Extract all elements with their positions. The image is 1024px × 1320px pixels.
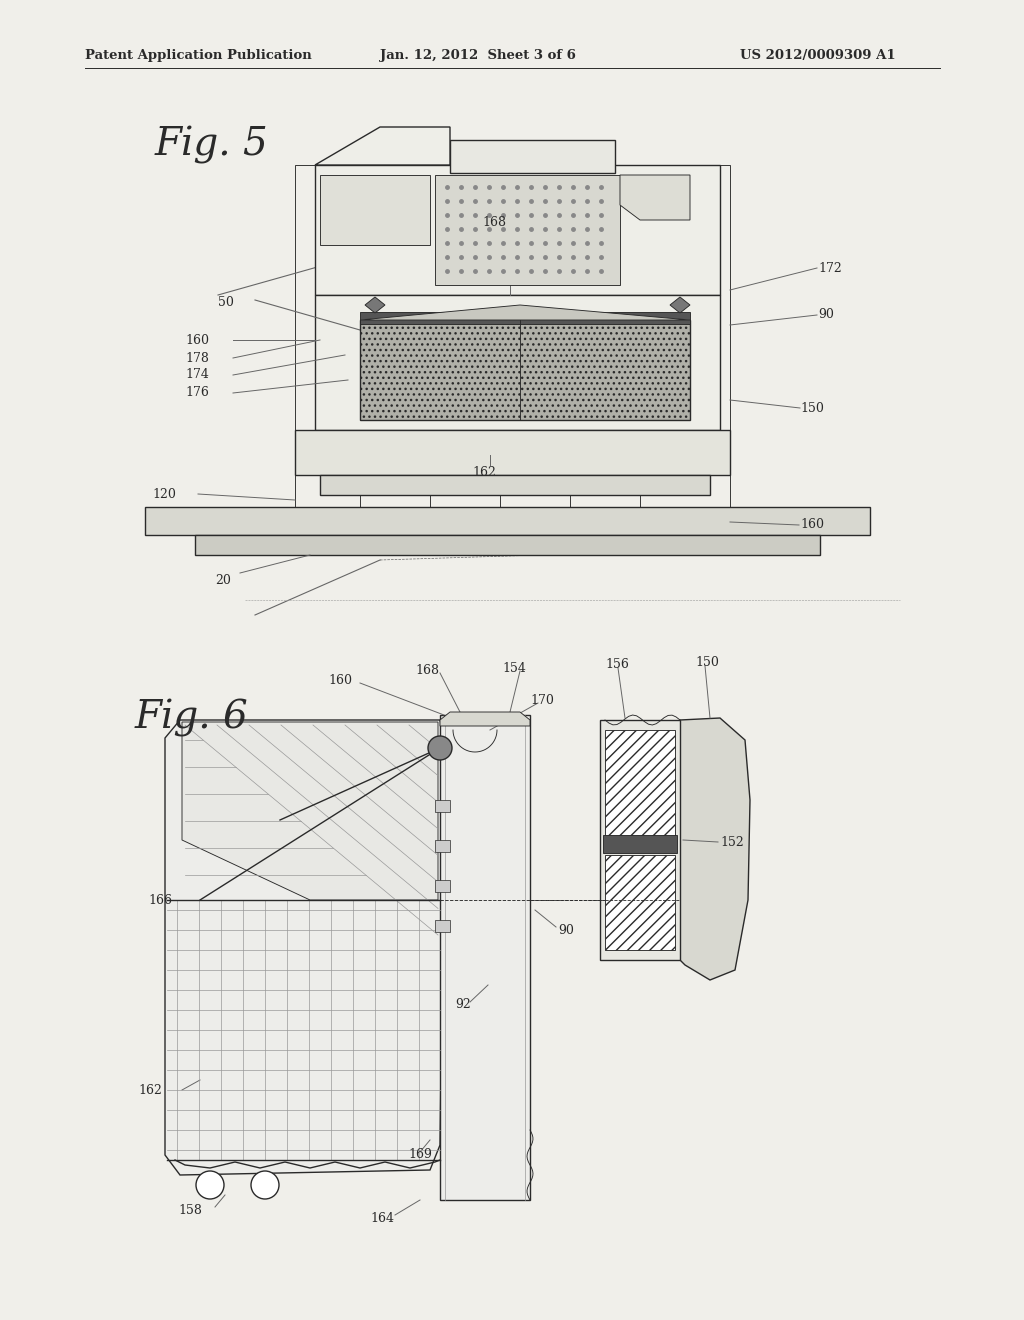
Text: 160: 160 bbox=[328, 673, 352, 686]
Polygon shape bbox=[440, 715, 530, 1200]
Text: 174: 174 bbox=[185, 368, 209, 381]
Circle shape bbox=[428, 737, 452, 760]
Bar bbox=[195, 535, 820, 554]
Bar bbox=[435, 920, 450, 932]
Bar bbox=[435, 176, 620, 285]
Text: 168: 168 bbox=[415, 664, 439, 676]
Text: 150: 150 bbox=[800, 401, 824, 414]
Text: 156: 156 bbox=[605, 659, 629, 672]
Bar bbox=[295, 430, 730, 475]
Bar bbox=[360, 319, 690, 420]
Text: 20: 20 bbox=[215, 573, 230, 586]
Text: 170: 170 bbox=[530, 693, 554, 706]
Bar bbox=[315, 165, 720, 294]
Bar bbox=[360, 312, 690, 323]
Text: 164: 164 bbox=[370, 1212, 394, 1225]
Bar bbox=[435, 840, 450, 851]
Bar bbox=[435, 880, 450, 892]
Text: 158: 158 bbox=[178, 1204, 202, 1217]
Text: US 2012/0009309 A1: US 2012/0009309 A1 bbox=[740, 49, 896, 62]
Text: 160: 160 bbox=[800, 519, 824, 532]
Polygon shape bbox=[365, 297, 385, 313]
Polygon shape bbox=[620, 176, 690, 220]
Text: 90: 90 bbox=[558, 924, 573, 936]
Text: Fig. 5: Fig. 5 bbox=[155, 125, 268, 164]
Bar bbox=[315, 294, 720, 430]
Text: 160: 160 bbox=[185, 334, 209, 346]
Polygon shape bbox=[440, 711, 530, 726]
Text: 152: 152 bbox=[720, 836, 743, 849]
Text: Patent Application Publication: Patent Application Publication bbox=[85, 49, 311, 62]
Circle shape bbox=[251, 1171, 279, 1199]
Text: 154: 154 bbox=[502, 661, 526, 675]
Bar bbox=[600, 719, 680, 960]
Bar bbox=[605, 730, 675, 840]
Circle shape bbox=[196, 1171, 224, 1199]
Polygon shape bbox=[360, 305, 690, 319]
Bar bbox=[145, 507, 870, 535]
Text: 178: 178 bbox=[185, 351, 209, 364]
Text: 92: 92 bbox=[455, 998, 471, 1011]
Text: 168: 168 bbox=[482, 215, 506, 228]
Polygon shape bbox=[165, 719, 445, 1175]
Text: 166: 166 bbox=[148, 894, 172, 907]
Text: Jan. 12, 2012  Sheet 3 of 6: Jan. 12, 2012 Sheet 3 of 6 bbox=[380, 49, 575, 62]
Text: 50: 50 bbox=[218, 297, 233, 309]
Text: 169: 169 bbox=[408, 1148, 432, 1162]
Text: Fig. 6: Fig. 6 bbox=[135, 700, 249, 737]
Bar bbox=[319, 475, 710, 495]
Bar bbox=[450, 140, 615, 173]
Text: 172: 172 bbox=[818, 261, 842, 275]
Bar bbox=[319, 176, 430, 246]
Polygon shape bbox=[680, 718, 750, 979]
Bar bbox=[605, 855, 675, 950]
Polygon shape bbox=[670, 297, 690, 313]
Bar bbox=[435, 800, 450, 812]
Polygon shape bbox=[182, 722, 438, 900]
Polygon shape bbox=[315, 127, 450, 165]
Text: 120: 120 bbox=[152, 487, 176, 500]
Bar bbox=[603, 836, 677, 853]
Text: 150: 150 bbox=[695, 656, 719, 669]
Text: 90: 90 bbox=[818, 309, 834, 322]
Text: 162: 162 bbox=[138, 1084, 162, 1097]
Text: 176: 176 bbox=[185, 387, 209, 400]
Text: 162: 162 bbox=[472, 466, 496, 479]
